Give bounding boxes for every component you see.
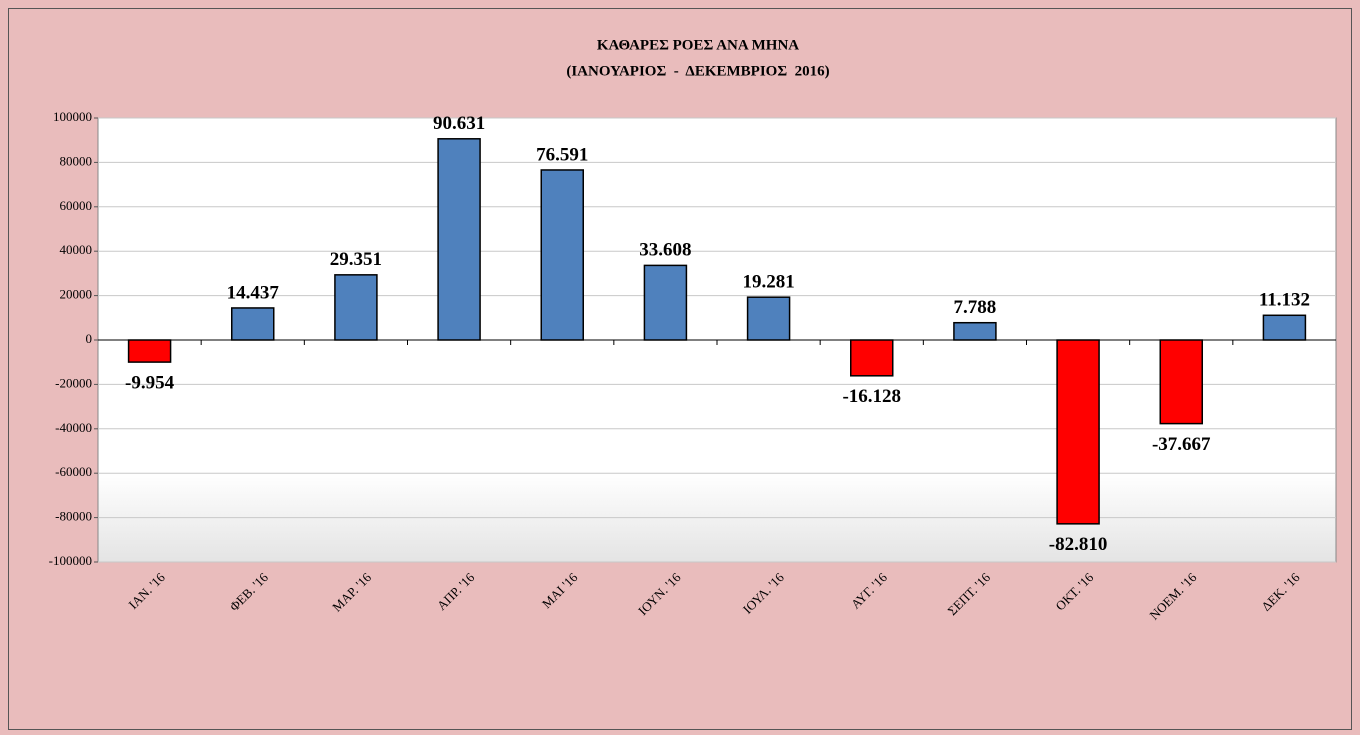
value-label: 19.281 xyxy=(742,272,794,293)
value-label: 90.631 xyxy=(433,113,485,134)
bar xyxy=(643,264,688,341)
y-tick-label: -100000 xyxy=(49,553,92,568)
value-label: -9.954 xyxy=(125,372,175,393)
value-label: 7.788 xyxy=(954,297,997,318)
y-tick-label: 40000 xyxy=(60,242,93,257)
bar xyxy=(953,321,997,341)
bar xyxy=(540,169,584,341)
value-label: 14.437 xyxy=(227,282,280,303)
value-label: 29.351 xyxy=(330,249,382,270)
y-tick-label: 0 xyxy=(86,331,93,346)
y-tick-label: 60000 xyxy=(60,198,93,213)
value-label: 76.591 xyxy=(536,144,588,165)
value-label: 11.132 xyxy=(1259,290,1310,311)
bar xyxy=(437,138,481,341)
y-tick-label: -40000 xyxy=(55,420,92,435)
bar xyxy=(334,274,378,341)
y-tick-label: 80000 xyxy=(60,153,93,168)
chart-subtitle: (ΙΑΝΟΥΑΡΙΟΣ - ΔΕΚΕΜΒΡΙΟΣ 2016) xyxy=(566,63,829,79)
bar xyxy=(1262,314,1307,341)
y-tick-label: -60000 xyxy=(55,464,92,479)
bar xyxy=(1056,339,1100,525)
y-tick-label: 20000 xyxy=(60,287,93,302)
value-label: 33.608 xyxy=(639,240,691,261)
bar xyxy=(1159,339,1203,425)
value-label: -82.810 xyxy=(1049,534,1108,555)
value-label: -16.128 xyxy=(842,386,901,407)
bar xyxy=(850,339,894,377)
bar xyxy=(746,296,791,341)
y-tick-label: -80000 xyxy=(55,509,92,524)
value-label: -37.667 xyxy=(1152,434,1211,455)
y-tick-label: -20000 xyxy=(55,375,92,390)
bar xyxy=(127,339,172,363)
y-tick-label: 100000 xyxy=(53,109,92,124)
bar xyxy=(231,307,275,341)
chart-title: ΚΑΘΑΡΕΣ ΡΟΕΣ ΑΝΑ ΜΗΝΑ xyxy=(597,37,799,53)
